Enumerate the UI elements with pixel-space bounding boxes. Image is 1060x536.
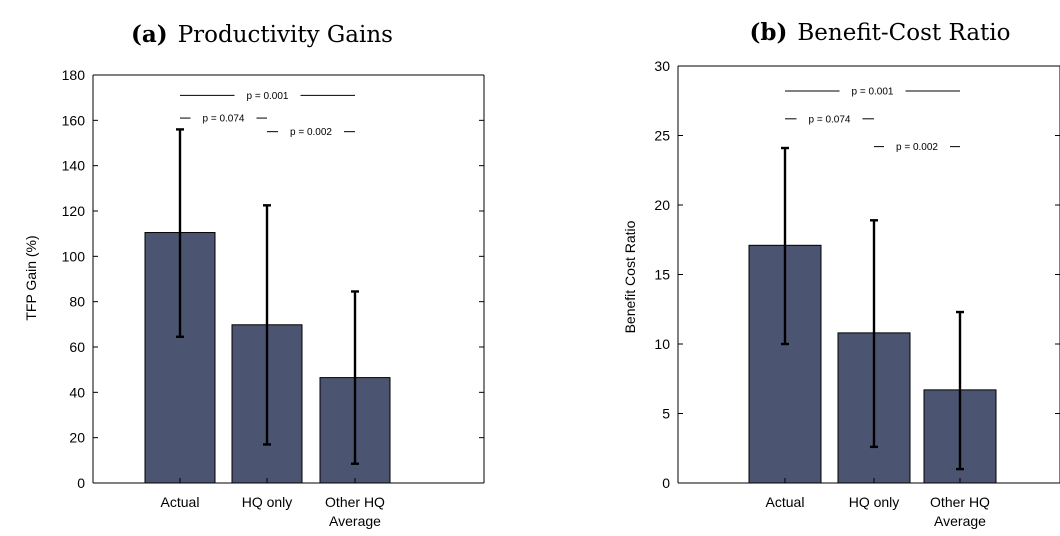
chart-a-significance-label: p = 0.002 xyxy=(290,127,332,138)
chart-a-y-tick-label: 20 xyxy=(69,430,85,446)
chart-a-y-tick-label: 40 xyxy=(69,384,85,400)
chart-b-y-tick-label: 25 xyxy=(654,128,670,144)
chart-a-title: (a) Productivity Gains xyxy=(131,21,393,48)
chart-a-significance-label: p = 0.001 xyxy=(247,91,289,102)
chart-a-y-tick-label: 120 xyxy=(62,203,86,219)
chart-a: (a) Productivity Gains TFP Gain (%) 0 20 4… xyxy=(23,21,485,529)
chart-b-y-tick-label: 15 xyxy=(654,267,670,283)
chart-a-x-tick-label: Average xyxy=(329,513,381,529)
chart-a-y-tick-label: 100 xyxy=(62,248,86,264)
chart-a-y-tick-label: 60 xyxy=(69,339,85,355)
chart-b-title: (b) Benefit-Cost Ratio xyxy=(750,19,1011,46)
chart-a-y-tick-label: 180 xyxy=(62,67,86,83)
chart-b-significance-label: p = 0.074 xyxy=(809,114,851,125)
chart-b-title-text: Benefit-Cost Ratio xyxy=(797,20,1010,46)
chart-b-x-tick-label: HQ only xyxy=(849,494,900,510)
chart-b-y-tick-label: 10 xyxy=(654,336,670,352)
chart-b-title-prefix: (b) xyxy=(750,19,788,46)
chart-a-y-tick-label: 0 xyxy=(77,475,85,491)
chart-b-y-tick-label: 0 xyxy=(662,475,670,491)
chart-a-y-tick-label: 160 xyxy=(62,112,86,128)
chart-a-y-tick-label: 140 xyxy=(62,158,86,174)
chart-b: (b) Benefit-Cost Ratio Benefit Cost Rati… xyxy=(622,19,1060,529)
chart-a-title-text: Productivity Gains xyxy=(178,22,393,48)
chart-b-y-tick-label: 20 xyxy=(654,197,670,213)
chart-b-y-axis-label: Benefit Cost Ratio xyxy=(622,220,638,333)
chart-a-x-tick-label: HQ only xyxy=(242,494,293,510)
chart-b-x-tick-label: Actual xyxy=(766,494,805,510)
chart-a-significance-label: p = 0.074 xyxy=(203,114,245,125)
chart-a-plot-area: 0 20 40 60 80 100 120 140 160 180 Actual HQ only Oth… xyxy=(62,67,485,529)
chart-b-y-tick-label: 30 xyxy=(654,58,670,74)
chart-b-x-tick-label: Average xyxy=(934,513,986,529)
chart-a-x-tick-label: Actual xyxy=(161,494,200,510)
chart-a-title-prefix: (a) xyxy=(131,21,168,48)
chart-b-x-tick-label: Other HQ xyxy=(930,494,990,510)
chart-a-y-tick-label: 80 xyxy=(69,294,85,310)
chart-a-y-axis-label: TFP Gain (%) xyxy=(23,235,39,320)
chart-a-x-tick-label: Other HQ xyxy=(325,494,385,510)
chart-b-significance-label: p = 0.002 xyxy=(896,142,938,153)
chart-b-y-tick-label: 5 xyxy=(662,406,670,422)
chart-b-significance-label: p = 0.001 xyxy=(852,87,894,98)
chart-b-plot-area: 0 5 10 15 20 25 30 Actual HQ only Other HQ Average… xyxy=(654,58,1060,529)
